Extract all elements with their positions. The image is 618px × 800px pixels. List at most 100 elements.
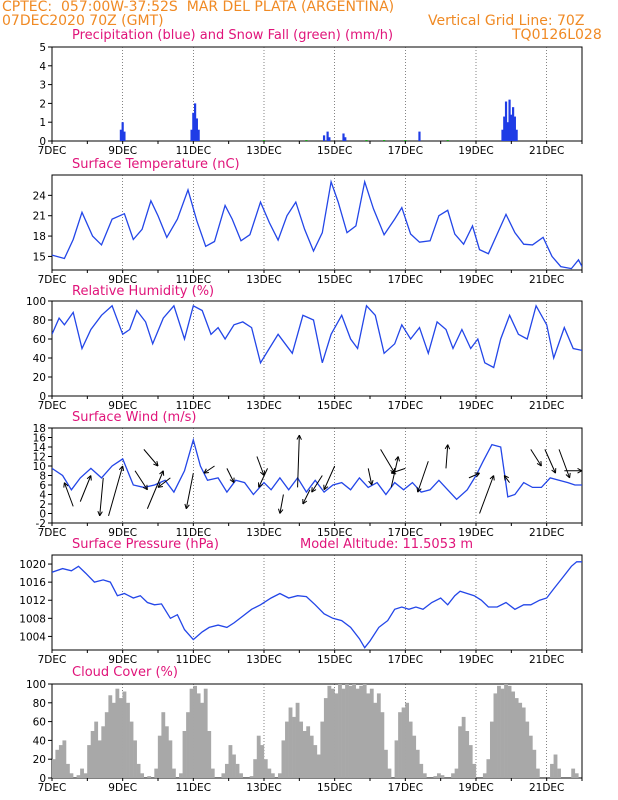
cloud-bar (111, 702, 116, 778)
cloud-bar (504, 684, 508, 778)
cloud-bar (550, 763, 554, 778)
x-tick-label: 17DEC (388, 145, 423, 157)
cloud-bar (285, 721, 289, 778)
x-tick-label: 15DEC (317, 400, 352, 412)
wind-arrow-head (157, 482, 164, 488)
cloud-bar (320, 721, 325, 778)
wind-arrow-head (153, 461, 159, 467)
cloud-bar (224, 763, 229, 778)
cloud-bar (101, 726, 106, 778)
wind-arrow (323, 465, 336, 490)
wind-arrow (311, 475, 323, 493)
y-tick-label: 100 (26, 296, 46, 308)
y-tick-label: 0 (39, 391, 46, 403)
cloud-bar (239, 773, 243, 778)
cloud-bar (270, 773, 275, 778)
cloud-bar (525, 721, 530, 778)
cloud-bar (497, 685, 501, 778)
cloud-bar (277, 773, 282, 778)
cloud-bar (157, 735, 162, 778)
series-line (52, 437, 582, 501)
cloud-bar (306, 726, 311, 778)
panel-frame (51, 300, 583, 397)
header-line1: CPTEC: 057:00W-37:52S MAR DEL PLATA (ARG… (2, 0, 395, 15)
wind-arrow (99, 477, 104, 516)
x-tick-label: 19DEC (458, 400, 493, 412)
cloud-bar (458, 726, 463, 778)
wind-arrow-head (97, 511, 103, 517)
wind-arrow-head (302, 498, 308, 505)
panel-1 (48, 174, 583, 273)
wind-arrow-head (184, 503, 190, 510)
cloud-bar (493, 693, 498, 778)
cloud-bar (507, 685, 512, 778)
x-tick-label: 21DEC (529, 527, 564, 539)
cloud-bar (408, 721, 413, 778)
wind-arrow (558, 449, 571, 479)
cloud-bar (383, 749, 388, 778)
cloud-bar (334, 693, 339, 778)
snow-bar (446, 140, 449, 141)
x-tick-label: 15DEC (317, 782, 352, 794)
wind-arrow-head (390, 469, 397, 475)
panel-title: Precipitation (blue) and Snow Fall (gree… (72, 28, 393, 43)
cloud-bar (355, 688, 360, 778)
cloud-bar (249, 776, 254, 778)
y-tick-label: 40 (33, 735, 46, 747)
x-tick-label: 17DEC (388, 782, 423, 794)
panel-title: Cloud Cover (%) (72, 665, 178, 680)
precip-bar (506, 122, 509, 141)
precip-bar (326, 131, 329, 141)
cloud-bar (133, 740, 137, 778)
cloud-bar (532, 749, 537, 778)
cloud-bar (253, 759, 258, 778)
cloud-bar (295, 702, 300, 778)
x-tick-label: 13DEC (246, 654, 281, 666)
cloud-bar (373, 702, 378, 778)
wind-arrow (226, 468, 235, 483)
y-tick-label: 0 (39, 509, 46, 521)
wind-arrow (203, 465, 215, 474)
cloud-bar (454, 768, 459, 778)
cloud-bar (126, 702, 130, 778)
x-tick-label: 7DEC (38, 654, 67, 666)
y-tick-label: 15 (33, 251, 46, 263)
wind-arrow-head (368, 480, 374, 486)
panel-title: Surface Temperature (nC) (72, 157, 240, 172)
wind-arrow-head (311, 487, 317, 493)
y-tick-label: 24 (33, 190, 47, 202)
x-tick-label: 11DEC (176, 145, 211, 157)
y-tick-label: 20 (33, 754, 46, 766)
snow-bar (365, 140, 368, 141)
wind-arrow-head (489, 475, 495, 481)
x-tick-label: 21DEC (529, 145, 564, 157)
header-run-time: 07DEC2020 70Z (GMT) (2, 13, 164, 29)
cloud-bar (528, 735, 533, 778)
cloud-bar (232, 754, 236, 778)
y-tick-label: 80 (33, 698, 46, 710)
precip-bar (513, 116, 516, 141)
y-tick-label: 5 (39, 42, 46, 54)
precip-bar (119, 129, 122, 141)
wind-arrow (157, 477, 171, 488)
x-tick-label: 21DEC (529, 400, 564, 412)
cloud-bar (465, 731, 470, 778)
cloud-bar (281, 740, 286, 778)
cloud-bar (171, 768, 176, 778)
series-line (52, 304, 582, 369)
cloud-bar (482, 773, 487, 778)
cloud-bar (161, 712, 166, 778)
cloud-bar (398, 712, 402, 778)
cloud-bar (168, 740, 173, 778)
x-tick-label: 19DEC (458, 654, 493, 666)
y-tick-label: 0 (39, 773, 46, 785)
cloud-bar (118, 698, 123, 778)
cloud-bar (419, 763, 424, 778)
cloud-bar (571, 768, 576, 778)
panel-4 (48, 554, 583, 653)
wind-arrow-head (323, 484, 329, 491)
precip-bar (121, 122, 124, 141)
cloud-bar (179, 773, 183, 778)
x-tick-label: 13DEC (246, 400, 281, 412)
wind-arrow (445, 444, 449, 469)
